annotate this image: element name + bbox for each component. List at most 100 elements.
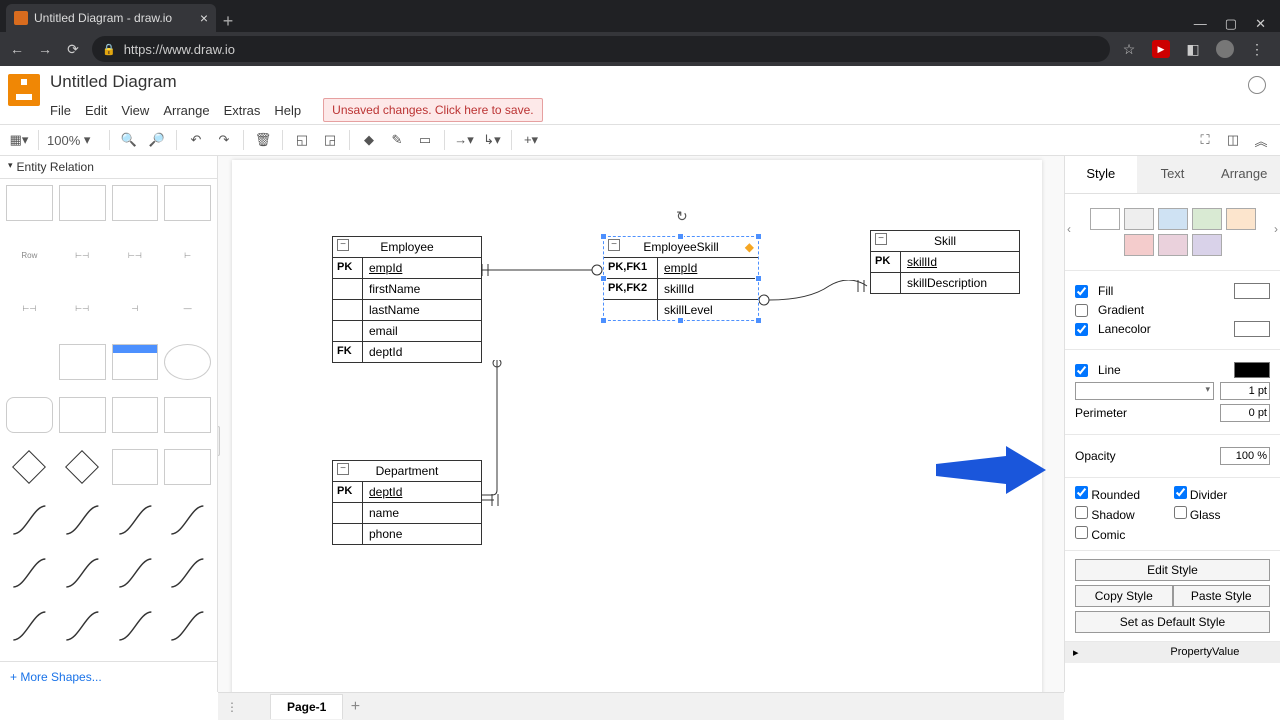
- shape-item[interactable]: ⊣: [112, 291, 159, 327]
- insert-icon[interactable]: +▾: [520, 129, 542, 151]
- shape-item[interactable]: [6, 185, 53, 221]
- shape-item[interactable]: [164, 185, 211, 221]
- shape-item[interactable]: [112, 344, 159, 380]
- language-icon[interactable]: [1248, 76, 1266, 94]
- perimeter-input[interactable]: [1220, 404, 1270, 422]
- color-swatch[interactable]: [1124, 234, 1154, 256]
- delete-icon[interactable]: 🗑: [252, 129, 274, 151]
- shape-item[interactable]: [164, 608, 211, 644]
- copy-style-button[interactable]: Copy Style: [1075, 585, 1173, 607]
- shape-item[interactable]: ⊢⊣: [112, 238, 159, 274]
- shape-item[interactable]: ⊢⊣: [59, 291, 106, 327]
- fill-color-icon[interactable]: ◆: [358, 129, 380, 151]
- opacity-input[interactable]: [1220, 447, 1270, 465]
- erd-table-employee[interactable]: Employee PKempId firstName lastName emai…: [332, 236, 482, 363]
- reload-icon[interactable]: ⟳: [64, 41, 82, 58]
- line-color-icon[interactable]: ✎: [386, 129, 408, 151]
- shape-item[interactable]: —: [164, 291, 211, 327]
- menu-edit[interactable]: Edit: [85, 103, 107, 118]
- url-bar[interactable]: 🔒 https://www.draw.io: [92, 36, 1110, 62]
- shape-item[interactable]: [59, 344, 106, 380]
- shape-item[interactable]: [59, 555, 106, 591]
- menu-extras[interactable]: Extras: [224, 103, 261, 118]
- canvas-area[interactable]: ↻ Employee PKempId firstName lastName em…: [218, 156, 1064, 692]
- minimize-icon[interactable]: —: [1194, 16, 1207, 32]
- line-color-button[interactable]: [1234, 362, 1270, 378]
- rounded-checkbox[interactable]: [1075, 486, 1088, 499]
- collapse-icon[interactable]: ︽: [1250, 129, 1272, 151]
- shape-item[interactable]: [112, 185, 159, 221]
- browser-tab[interactable]: Untitled Diagram - draw.io ×: [6, 4, 216, 32]
- shape-item[interactable]: [112, 608, 159, 644]
- set-default-style-button[interactable]: Set as Default Style: [1075, 611, 1270, 633]
- swatch-prev-icon[interactable]: ‹: [1067, 222, 1071, 236]
- shape-item[interactable]: ⊢⊣: [59, 238, 106, 274]
- shape-item[interactable]: Row: [6, 238, 53, 274]
- shape-item[interactable]: [112, 555, 159, 591]
- tab-style[interactable]: Style: [1065, 156, 1137, 193]
- shadow-checkbox[interactable]: [1075, 506, 1088, 519]
- property-header[interactable]: ▸ Property Value: [1065, 642, 1280, 663]
- star-icon[interactable]: ☆: [1120, 40, 1138, 58]
- menu-icon[interactable]: ⋮: [1248, 40, 1266, 58]
- shape-item[interactable]: [6, 608, 53, 644]
- lanecolor-button[interactable]: [1234, 321, 1270, 337]
- fullscreen-icon[interactable]: ⛶: [1194, 129, 1216, 151]
- divider-checkbox[interactable]: [1174, 486, 1187, 499]
- color-swatch[interactable]: [1226, 208, 1256, 230]
- color-swatch[interactable]: [1192, 208, 1222, 230]
- shape-item[interactable]: [6, 344, 53, 380]
- shape-item[interactable]: [59, 397, 106, 433]
- close-window-icon[interactable]: ✕: [1255, 16, 1266, 32]
- zoom-dropdown[interactable]: 100% ▾: [47, 132, 101, 148]
- youtube-icon[interactable]: ▶: [1152, 40, 1170, 58]
- menu-view[interactable]: View: [121, 103, 149, 118]
- swatch-next-icon[interactable]: ›: [1274, 222, 1278, 236]
- tab-text[interactable]: Text: [1137, 156, 1209, 193]
- color-swatch[interactable]: [1124, 208, 1154, 230]
- erd-table-department[interactable]: Department PKdeptId name phone: [332, 460, 482, 545]
- back-icon[interactable]: ←: [8, 41, 26, 57]
- zoom-in-icon[interactable]: 🔍: [118, 129, 140, 151]
- view-mode-icon[interactable]: ▦▾: [8, 129, 30, 151]
- paste-style-button[interactable]: Paste Style: [1173, 585, 1271, 607]
- profile-avatar[interactable]: [1216, 40, 1234, 58]
- shapes-section-header[interactable]: Entity Relation: [0, 156, 217, 179]
- shape-item[interactable]: [59, 185, 106, 221]
- shape-item[interactable]: [6, 555, 53, 591]
- shape-item[interactable]: [164, 397, 211, 433]
- erd-table-skill[interactable]: Skill PKskillId skillDescription: [870, 230, 1020, 294]
- new-tab-button[interactable]: +: [216, 11, 240, 32]
- page-tab[interactable]: Page-1: [270, 694, 343, 719]
- maximize-icon[interactable]: ▢: [1225, 16, 1237, 32]
- shadow-icon[interactable]: ▭: [414, 129, 436, 151]
- shape-item[interactable]: [59, 608, 106, 644]
- shape-item[interactable]: [164, 344, 211, 380]
- menu-help[interactable]: Help: [274, 103, 301, 118]
- fill-checkbox[interactable]: [1075, 285, 1088, 298]
- add-page-button[interactable]: +: [343, 698, 367, 716]
- shape-item[interactable]: [164, 555, 211, 591]
- gradient-checkbox[interactable]: [1075, 304, 1088, 317]
- undo-icon[interactable]: ↶: [185, 129, 207, 151]
- shape-item[interactable]: [59, 449, 106, 485]
- lanecolor-checkbox[interactable]: [1075, 323, 1088, 336]
- shape-item[interactable]: [164, 502, 211, 538]
- color-swatch[interactable]: [1158, 234, 1188, 256]
- shape-item[interactable]: ⊢⊣: [6, 291, 53, 327]
- tab-arrange[interactable]: Arrange: [1208, 156, 1280, 193]
- panel-collapse-handle[interactable]: [218, 426, 220, 456]
- extension-icon[interactable]: ◧: [1184, 40, 1202, 58]
- redo-icon[interactable]: ↷: [213, 129, 235, 151]
- shape-item[interactable]: [6, 502, 53, 538]
- menu-file[interactable]: File: [50, 103, 71, 118]
- menu-arrange[interactable]: Arrange: [163, 103, 209, 118]
- shape-item[interactable]: [112, 397, 159, 433]
- shape-item[interactable]: [6, 449, 53, 485]
- shape-item[interactable]: ⊢: [164, 238, 211, 274]
- forward-icon[interactable]: →: [36, 41, 54, 57]
- shape-item[interactable]: [59, 502, 106, 538]
- document-title[interactable]: Untitled Diagram: [50, 72, 543, 92]
- format-panel-icon[interactable]: ◫: [1222, 129, 1244, 151]
- to-front-icon[interactable]: ◱: [291, 129, 313, 151]
